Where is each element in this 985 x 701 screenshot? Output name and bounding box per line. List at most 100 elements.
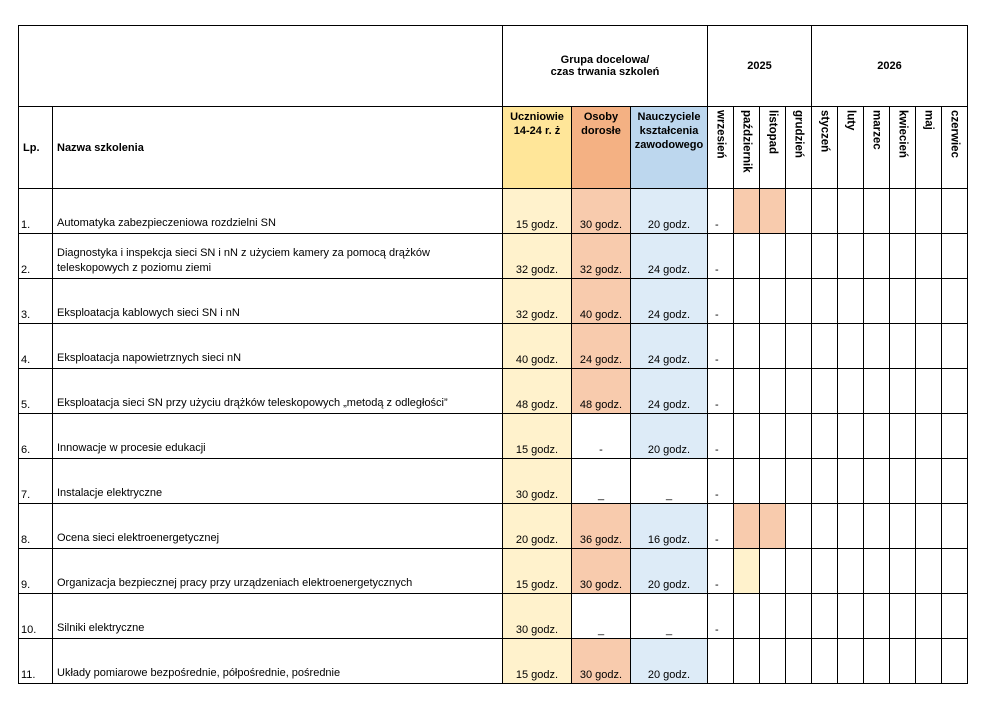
header-row-top: Grupa docelowa/ czas trwania szkoleń 202… — [18, 25, 968, 107]
month-cell — [889, 593, 916, 639]
table-row: 6. Innowacje w procesie edukacji 15 godz. -… — [18, 413, 968, 459]
month-cell — [915, 368, 942, 414]
training-name: Układy pomiarowe bezpośrednie, półpośred… — [52, 638, 503, 684]
month-cell — [863, 413, 890, 459]
row-number: 9. — [18, 548, 53, 594]
adults-hours: - — [571, 413, 631, 459]
table-row: 8. Ocena sieci elektroenergetycznej 20 god… — [18, 503, 968, 549]
adults-hours: 24 godz. — [571, 323, 631, 369]
students-hours: 20 godz. — [502, 503, 572, 549]
month-cell — [707, 638, 734, 684]
month-cell — [941, 458, 968, 504]
month-cell — [785, 503, 812, 549]
students-hours: 32 godz. — [502, 233, 572, 279]
training-name: Organizacja bezpiecznej pracy przy urząd… — [52, 548, 503, 594]
month-cell: - — [707, 548, 734, 594]
row-number: 5. — [18, 368, 53, 414]
month-header-0: wrzesień — [707, 106, 734, 189]
row-number: 2. — [18, 233, 53, 279]
header-empty-cell — [18, 25, 503, 107]
teachers-hours: 24 godz. — [630, 278, 708, 324]
month-label: styczeń — [818, 110, 831, 153]
month-cell — [785, 413, 812, 459]
month-header-6: marzec — [863, 106, 890, 189]
students-header: Uczniowie 14-24 r. ż — [502, 106, 572, 189]
month-cell — [941, 278, 968, 324]
month-cell — [863, 188, 890, 234]
month-cell — [941, 233, 968, 279]
adults-header: Osoby dorosłe — [571, 106, 631, 189]
month-header-7: kwiecień — [889, 106, 916, 189]
month-cell — [941, 593, 968, 639]
target-group-header: Grupa docelowa/ czas trwania szkoleń — [502, 25, 708, 107]
training-name: Instalacje elektryczne — [52, 458, 503, 504]
training-schedule-table: Grupa docelowa/ czas trwania szkoleń 202… — [18, 25, 968, 684]
table-row: 5. Eksploatacja sieci SN przy użyciu drąż… — [18, 368, 968, 414]
month-header-8: maj — [915, 106, 942, 189]
month-cell — [941, 548, 968, 594]
month-cell — [863, 233, 890, 279]
month-cell-scheduled — [733, 548, 760, 594]
month-cell — [837, 233, 864, 279]
month-cell — [837, 188, 864, 234]
month-cell-scheduled — [759, 503, 786, 549]
month-cell — [889, 368, 916, 414]
month-cell — [759, 458, 786, 504]
month-cell — [733, 593, 760, 639]
month-cell — [863, 548, 890, 594]
month-cell — [837, 413, 864, 459]
year-2025-header: 2025 — [707, 25, 812, 107]
month-cell — [837, 503, 864, 549]
month-cell — [889, 278, 916, 324]
teachers-hours: 20 godz. — [630, 638, 708, 684]
month-cell — [785, 638, 812, 684]
row-number: 1. — [18, 188, 53, 234]
students-hours: 30 godz. — [502, 458, 572, 504]
month-cell: - — [707, 323, 734, 369]
students-hours: 15 godz. — [502, 638, 572, 684]
row-number: 6. — [18, 413, 53, 459]
month-cell — [941, 503, 968, 549]
students-hours: 40 godz. — [502, 323, 572, 369]
month-cell — [889, 323, 916, 369]
month-cell — [811, 233, 838, 279]
month-cell — [863, 458, 890, 504]
month-cell: - — [707, 458, 734, 504]
month-label: kwiecień — [896, 110, 909, 158]
target-group-title-line2: czas trwania szkoleń — [550, 66, 660, 78]
training-name: Automatyka zabezpieczeniowa rozdzielni S… — [52, 188, 503, 234]
month-cell — [811, 548, 838, 594]
month-cell — [759, 368, 786, 414]
month-cell — [733, 323, 760, 369]
training-name: Eksploatacja napowietrznych sieci nN — [52, 323, 503, 369]
teachers-hours: 24 godz. — [630, 233, 708, 279]
adults-hours: 48 godz. — [571, 368, 631, 414]
month-cell — [941, 638, 968, 684]
month-cell — [863, 368, 890, 414]
month-cell — [941, 413, 968, 459]
month-cell — [759, 638, 786, 684]
row-number: 4. — [18, 323, 53, 369]
teachers-hours: 20 godz. — [630, 548, 708, 594]
training-name: Ocena sieci elektroenergetycznej — [52, 503, 503, 549]
month-cell — [811, 188, 838, 234]
row-number: 3. — [18, 278, 53, 324]
month-header-2: listopad — [759, 106, 786, 189]
header-row-columns: Lp. Nazwa szkolenia Uczniowie 14-24 r. ż… — [18, 106, 968, 189]
month-cell — [915, 278, 942, 324]
month-cell: - — [707, 278, 734, 324]
month-label: luty — [844, 110, 857, 131]
table-row: 10. Silniki elektryczne 30 godz. _ _ - — [18, 593, 968, 639]
month-cell — [759, 548, 786, 594]
month-cell — [915, 458, 942, 504]
adults-hours: 36 godz. — [571, 503, 631, 549]
month-cell — [889, 413, 916, 459]
month-cell — [863, 593, 890, 639]
year-2026-header: 2026 — [811, 25, 968, 107]
teachers-header: Nauczyciele kształcenia zawodowego — [630, 106, 708, 189]
row-number: 8. — [18, 503, 53, 549]
month-cell — [785, 323, 812, 369]
month-cell — [811, 323, 838, 369]
month-cell — [837, 548, 864, 594]
month-cell — [915, 188, 942, 234]
